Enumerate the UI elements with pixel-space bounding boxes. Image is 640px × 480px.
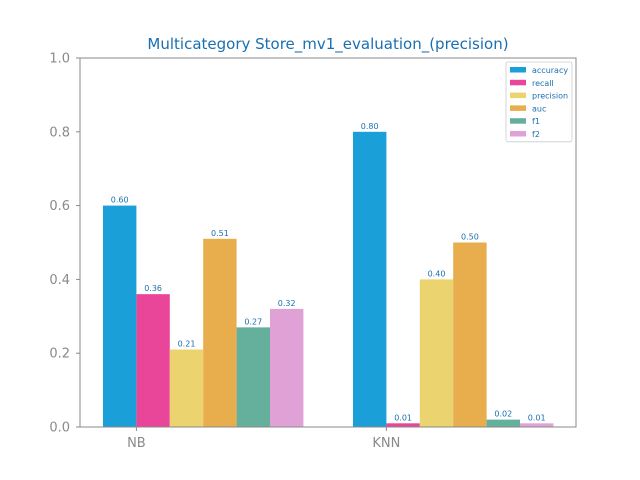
bar-f2-nb [270,308,304,427]
legend-swatch-precision [510,92,526,99]
legend-label-f2: f2 [532,130,540,139]
legend-swatch-accuracy [510,67,526,73]
y-tick-label: 1.0 [49,52,70,67]
x-axis: NB KNN [127,427,400,451]
bar-precision-nb [169,349,204,427]
bars-group [103,131,554,428]
bar-f1-nb [236,327,270,427]
x-tick-label-nb: NB [127,436,146,451]
data-label-f1-nb: 0.27 [244,317,262,326]
bar-f1-knn [486,419,520,427]
legend-label-auc: auc [532,104,546,113]
bar-auc-nb [203,238,237,427]
y-tick-label: 0.8 [49,125,70,140]
legend-swatch-recall [510,79,526,86]
legend-swatch-f2 [510,131,526,137]
legend-swatch-auc [510,105,526,111]
data-label-f2-nb: 0.32 [278,299,296,308]
legend-swatch-f1 [510,118,526,124]
y-tick-label: 0.4 [49,273,70,288]
data-label-recall-nb: 0.36 [144,284,162,293]
legend: accuracy recall precision auc f1 f2 [505,61,573,143]
data-label-precision-knn: 0.40 [428,269,446,278]
data-label-auc-nb: 0.51 [211,229,229,238]
data-label-precision-nb: 0.21 [178,340,196,349]
data-label-auc-knn: 0.50 [461,233,479,242]
y-tick-label: 0.2 [49,347,70,362]
y-tick-label: 0.6 [49,199,70,214]
legend-label-f1: f1 [532,117,540,126]
bar-recall-knn [386,423,420,427]
data-label-accuracy-nb: 0.60 [111,196,129,205]
y-axis: 0.0 0.2 0.4 0.6 0.8 1.0 [49,52,80,436]
plot-frame [79,57,577,428]
data-label-accuracy-knn: 0.80 [361,122,379,131]
bar-auc-knn [453,242,487,427]
bar-accuracy-nb [103,205,137,427]
bar-precision-knn [419,279,454,427]
legend-label-accuracy: accuracy [532,66,568,75]
legend-label-precision: precision [532,92,568,101]
bar-accuracy-knn [353,131,387,428]
bar-recall-nb [136,294,170,427]
data-label-recall-knn: 0.01 [394,413,412,422]
chart-title: Multicategory Store_mv1_evaluation_(prec… [147,35,508,54]
y-tick-label: 0.0 [49,421,70,436]
data-labels-group: 0.60 0.36 0.21 0.51 0.27 0.32 0.80 0.01 0.40 0.50… [111,122,546,423]
legend-label-recall: recall [532,79,554,88]
data-label-f2-knn: 0.01 [528,413,546,422]
data-label-f1-knn: 0.02 [494,410,512,419]
x-tick-label-knn: KNN [372,436,400,451]
bar-f2-knn [520,423,554,427]
